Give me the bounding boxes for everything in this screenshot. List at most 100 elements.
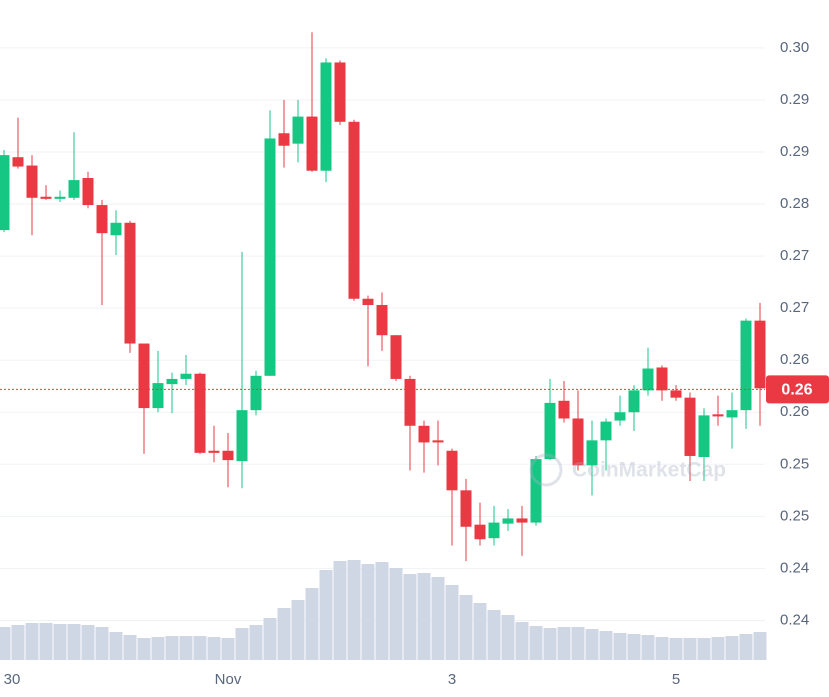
- candle-body: [572, 418, 584, 466]
- volume-bar: [711, 637, 725, 660]
- watermark-text: CoinMarketCap: [572, 459, 726, 482]
- candle-body: [166, 378, 178, 385]
- candle-body: [376, 305, 388, 336]
- candle-body: [754, 320, 766, 389]
- volume-bar: [473, 603, 487, 660]
- candle-body: [236, 410, 248, 462]
- candle-body: [670, 390, 682, 398]
- candle-body: [68, 180, 80, 198]
- x-tick-label: 30: [4, 671, 21, 688]
- y-tick-label: 0.29: [780, 143, 809, 160]
- volume-bar: [361, 564, 375, 660]
- volume-bar: [417, 573, 431, 660]
- candle-body: [712, 414, 724, 417]
- y-tick-label: 0.28: [780, 195, 809, 212]
- candle-body: [12, 157, 24, 167]
- volume-bar: [347, 560, 361, 660]
- candle-body: [740, 320, 752, 411]
- y-tick-label: 0.25: [780, 455, 809, 472]
- y-tick-label: 0.30: [780, 39, 809, 56]
- y-tick-label: 0.27: [780, 299, 809, 316]
- candle-body: [208, 450, 220, 453]
- volume-bars: [0, 560, 767, 660]
- volume-bar: [487, 610, 501, 660]
- volume-bar: [249, 625, 263, 660]
- candle-body: [530, 459, 542, 523]
- candle-body: [110, 222, 122, 236]
- candle-body: [222, 450, 234, 461]
- candle-body: [656, 367, 668, 391]
- candle-body: [320, 62, 332, 171]
- candle-body: [124, 222, 136, 344]
- volume-bar: [193, 636, 207, 660]
- volume-bar: [333, 561, 347, 660]
- candle-body: [54, 196, 66, 199]
- y-tick-label: 0.29: [780, 91, 809, 108]
- y-tick-label: 0.24: [780, 559, 809, 576]
- candle-body: [40, 196, 52, 199]
- volume-bar: [221, 638, 235, 660]
- candle-body: [474, 524, 486, 540]
- candle-body: [558, 400, 570, 419]
- volume-bar: [557, 627, 571, 660]
- x-tick-label: 3: [448, 671, 456, 688]
- volume-bar: [319, 570, 333, 660]
- candle-body: [292, 116, 304, 144]
- candle-body: [404, 378, 416, 426]
- volume-bar: [627, 634, 641, 660]
- candle-body: [180, 373, 192, 379]
- x-tick-label: Nov: [215, 671, 242, 688]
- volume-bar: [165, 636, 179, 660]
- y-tick-label: 0.26: [780, 351, 809, 368]
- volume-bar: [305, 588, 319, 660]
- volume-bar: [445, 585, 459, 660]
- volume-bar: [109, 632, 123, 660]
- candle-body: [418, 425, 430, 443]
- volume-bar: [641, 635, 655, 660]
- candle-body: [82, 178, 94, 206]
- candle-body: [600, 421, 612, 441]
- y-tick-label: 0.25: [780, 507, 809, 524]
- volume-bar: [81, 625, 95, 660]
- volume-bar: [151, 637, 165, 660]
- candle-body: [684, 397, 696, 456]
- y-tick-label: 0.24: [780, 611, 809, 628]
- volume-bar: [515, 622, 529, 660]
- volume-bar: [123, 635, 137, 660]
- volume-bar: [179, 636, 193, 660]
- candle-body: [726, 410, 738, 418]
- volume-bar: [613, 633, 627, 660]
- volume-bar: [39, 623, 53, 660]
- y-tick-label: 0.27: [780, 247, 809, 264]
- candle-body: [642, 368, 654, 391]
- volume-bar: [571, 627, 585, 660]
- volume-bar: [543, 628, 557, 660]
- candle-body: [348, 121, 360, 299]
- candle-body: [628, 390, 640, 413]
- candle-body: [516, 518, 528, 523]
- candle-body: [446, 450, 458, 491]
- volume-bar: [207, 637, 221, 660]
- candle-body: [502, 518, 514, 524]
- volume-bar: [389, 568, 403, 660]
- volume-bar: [235, 628, 249, 660]
- x-tick-label: 5: [672, 671, 680, 688]
- volume-bar: [25, 623, 39, 660]
- candle-body: [96, 205, 108, 234]
- current-price-box: [766, 375, 829, 404]
- volume-bar: [459, 595, 473, 660]
- volume-bar: [95, 627, 109, 660]
- candle-body: [278, 133, 290, 146]
- volume-bar: [683, 638, 697, 660]
- candle-body: [334, 62, 346, 122]
- candle-body: [390, 335, 402, 379]
- candle-body: [586, 440, 598, 466]
- y-tick-label: 0.26: [780, 403, 809, 420]
- volume-bar: [53, 624, 67, 660]
- watermark: CoinMarketCap: [529, 453, 726, 487]
- volume-bar: [137, 638, 151, 660]
- volume-bar: [599, 631, 613, 660]
- candle-body: [0, 155, 10, 231]
- candle-body: [488, 522, 500, 539]
